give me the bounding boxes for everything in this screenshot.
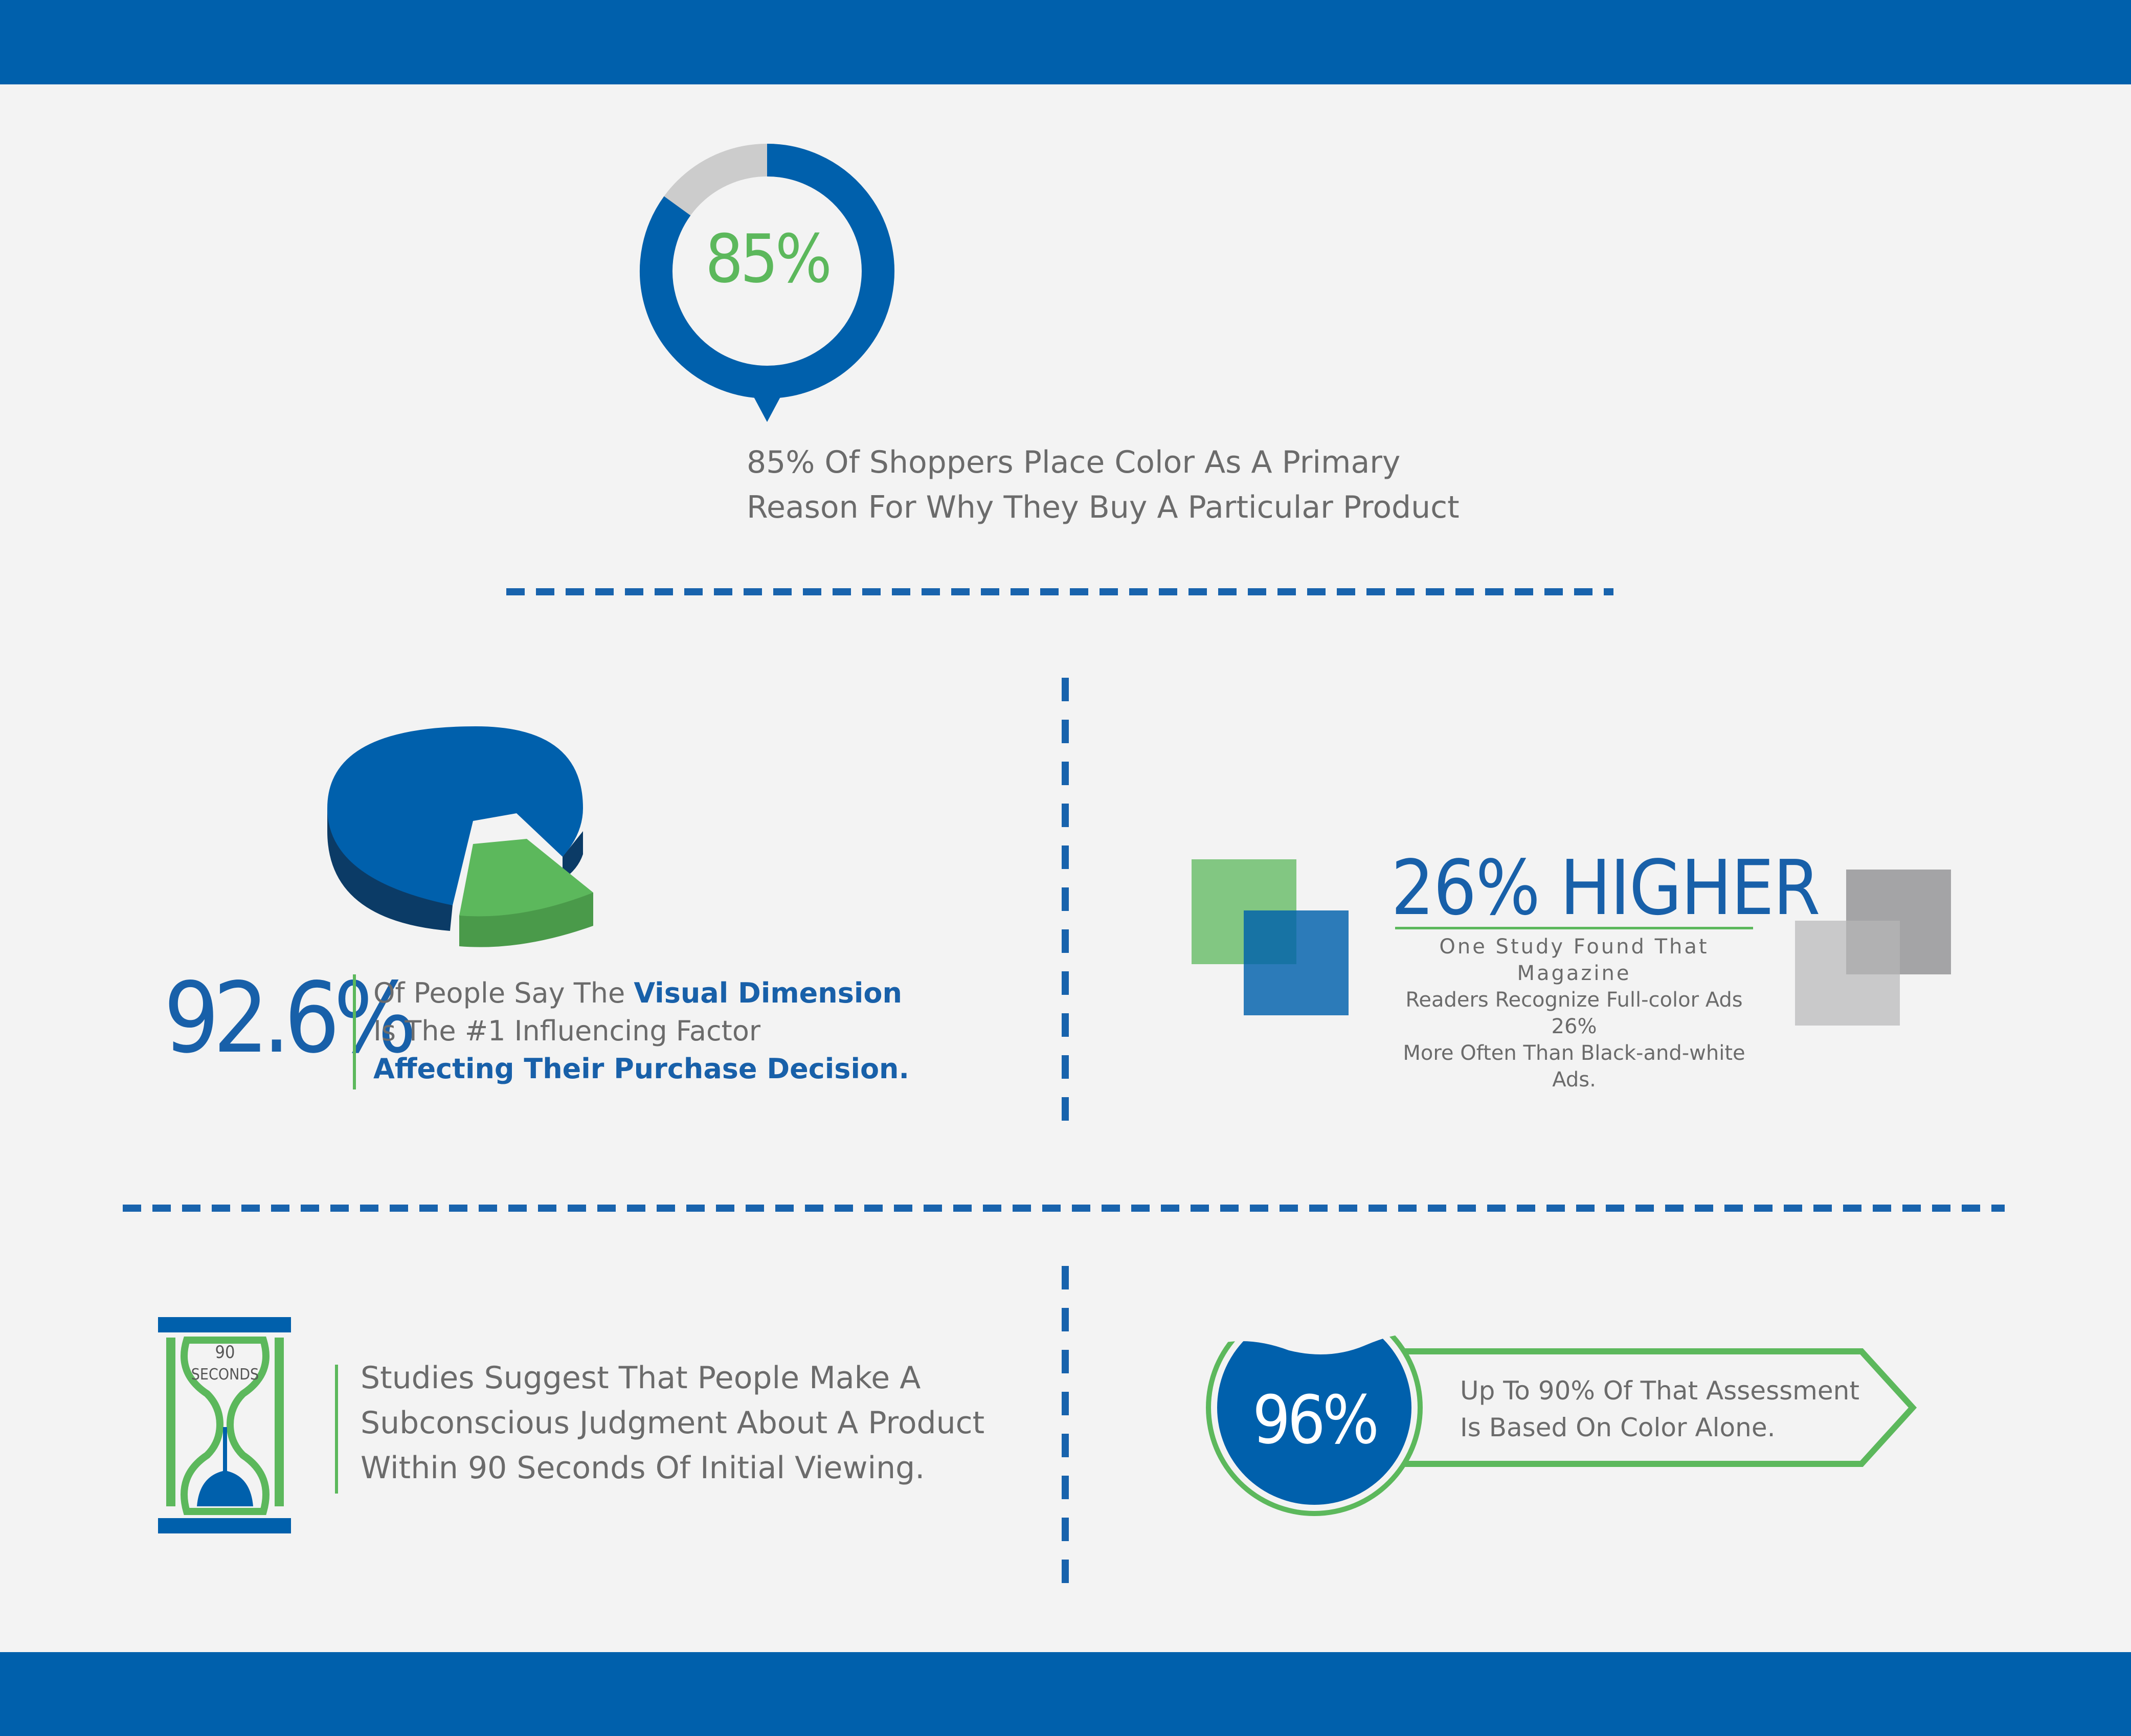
pie-green-slice [459,839,593,917]
hourglass-left-post [166,1338,175,1506]
color-squares-graphic [1192,859,1349,1015]
magazine-line3: More Often Than Black-and-white Ads. [1403,1041,1745,1092]
hourglass-right-post [275,1338,284,1506]
hourglass-sand-stream [223,1427,227,1473]
magazine-headline: 26% HIGHER [1391,844,1821,932]
color-alone-text: Up To 90% Of That Assessment Is Based On… [1460,1372,1920,1446]
judgment-line3: Within 90 Seconds Of Initial Viewing. [361,1450,925,1486]
shoppers-caption-line1: 85% Of Shoppers Place Color As A Primary [747,444,1401,480]
magazine-description: One Study Found That Magazine Readers Re… [1395,933,1753,1093]
hourglass-label-top: 90 [215,1342,235,1363]
visual-stat-value: 92.6% [164,962,417,1075]
visual-line3-highlight: Affecting Their Purchase Decision. [373,1053,910,1085]
top-banner [0,0,2131,84]
light-gray-square [1795,921,1900,1026]
hourglass-bottom-cap [158,1518,291,1533]
pie-green-side [459,893,593,947]
color-alone-line1: Up To 90% Of That Assessment [1460,1376,1859,1406]
hourglass-top-cap [158,1317,291,1332]
magazine-headline-underline [1395,927,1753,929]
magazine-line2: Readers Recognize Full-color Ads 26% [1405,988,1743,1038]
judgment-text: Studies Suggest That People Make A Subco… [361,1355,1076,1490]
shoppers-caption: 85% Of Shoppers Place Color As A Primary… [747,440,1463,530]
color-alone-value: 96% [1252,1381,1379,1459]
gray-squares-graphic [1795,870,1951,1026]
visual-line2: Is The #1 Influencing Factor [373,1015,761,1047]
visual-stat-accent-bar [353,974,356,1089]
pie-chart-3d-926 [327,726,593,947]
judgment-accent-bar [335,1365,338,1494]
donut-chart-85 [640,144,894,422]
hourglass-label-bottom: SECONDS [191,1366,259,1384]
pie-main-slice [327,726,583,905]
visual-stat-text: Of People Say The Visual Dimension Is Th… [373,974,936,1088]
divider-vertical-bottom [1062,1266,1069,1596]
judgment-line1: Studies Suggest That People Make A [361,1360,921,1396]
badge-wave-mask [1212,1299,1422,1354]
donut-arc-85 [640,144,894,398]
donut-value: 85% [705,220,832,298]
blue-square [1244,910,1349,1015]
shoppers-caption-line2: Reason For Why They Buy A Particular Pro… [747,489,1460,525]
pie-side-right [563,831,583,880]
magazine-line1: One Study Found That Magazine [1439,935,1709,985]
color-alone-line2: Is Based On Color Alone. [1460,1413,1776,1442]
visual-line1-highlight: Visual Dimension [634,977,902,1009]
divider-middle [123,1205,2005,1212]
bottom-banner [0,1652,2131,1736]
judgment-line2: Subconscious Judgment About A Product [361,1405,985,1441]
hourglass-icon: 90 SECONDS [158,1317,291,1533]
donut-pointer [751,391,783,422]
visual-line1: Of People Say The Visual Dimension [373,974,936,1012]
badge-fill [1217,1310,1411,1505]
hourglass-glass [181,1337,270,1515]
hourglass-sand [197,1471,253,1506]
divider-top [506,588,1613,595]
divider-vertical-middle [1062,678,1069,1128]
visual-line1-text: Of People Say The [373,977,634,1009]
color-alone-badge [1206,1299,1917,1516]
